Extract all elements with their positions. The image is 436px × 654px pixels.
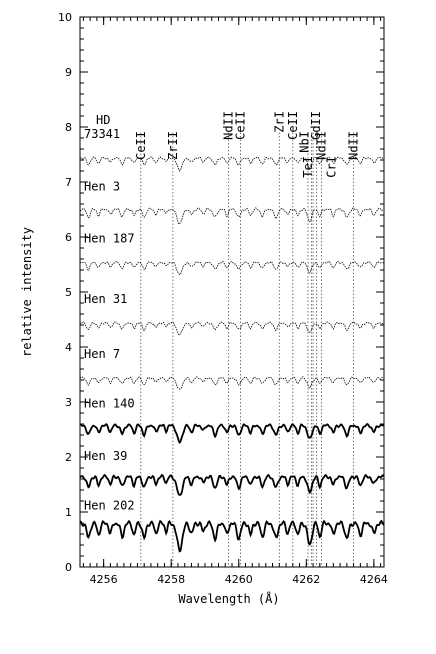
x-tick-label: 4258 bbox=[157, 573, 185, 586]
line-id-label: CeII bbox=[233, 111, 247, 140]
spectrum-line bbox=[79, 260, 385, 276]
line-id-label: NbI bbox=[298, 131, 312, 153]
spectrum-line bbox=[79, 156, 384, 172]
line-id-label: GdII bbox=[309, 111, 323, 140]
spectrum-line bbox=[79, 376, 385, 390]
line-id-label: CeII bbox=[134, 131, 148, 160]
y-tick-label: 8 bbox=[65, 121, 72, 134]
y-tick-label: 3 bbox=[65, 396, 72, 409]
spectrum-line bbox=[79, 422, 385, 445]
y-tick-label: 9 bbox=[65, 66, 72, 79]
spectrum-line bbox=[80, 473, 385, 496]
series-label: Hen 140 bbox=[84, 397, 135, 411]
x-tick-label: 4260 bbox=[225, 573, 253, 586]
y-tick-label: 5 bbox=[65, 286, 72, 299]
line-id-label: NdII bbox=[222, 111, 236, 140]
line-id-label: TeI bbox=[301, 156, 315, 178]
line-id-label: NdII bbox=[315, 131, 329, 160]
y-axis-label: relative intensity bbox=[20, 227, 34, 357]
y-tick-label: 10 bbox=[58, 11, 72, 24]
series-label: Hen 39 bbox=[84, 449, 127, 463]
y-tick-label: 0 bbox=[65, 561, 72, 574]
x-axis-label: Wavelength (Å) bbox=[178, 591, 279, 606]
series-label: Hen 202 bbox=[84, 498, 135, 512]
spectrum-line bbox=[79, 207, 385, 225]
series-label: HD bbox=[96, 113, 110, 127]
spectrum-line bbox=[79, 321, 385, 336]
line-id-label: ZrII bbox=[166, 131, 180, 160]
line-id-label: NdII bbox=[347, 131, 361, 160]
y-tick-label: 4 bbox=[65, 341, 72, 354]
series-label: Hen 31 bbox=[84, 292, 127, 306]
x-tick-label: 4256 bbox=[90, 573, 118, 586]
y-tick-label: 1 bbox=[65, 506, 72, 519]
series-label: 73341 bbox=[84, 127, 120, 141]
x-tick-label: 4262 bbox=[292, 573, 320, 586]
line-id-label: CeII bbox=[286, 111, 300, 140]
y-tick-label: 6 bbox=[65, 231, 72, 244]
series-label: Hen 7 bbox=[84, 347, 120, 361]
axes: 4256 4258 4260 4262 4264 0 1 2 3 4 5 6 7 8 9 10 bbox=[58, 11, 388, 586]
line-id-label: CrI bbox=[325, 156, 339, 178]
x-tick-label: 4264 bbox=[360, 573, 388, 586]
y-tick-label: 2 bbox=[65, 451, 72, 464]
series-label: Hen 187 bbox=[84, 232, 135, 246]
series-label: Hen 3 bbox=[84, 179, 120, 193]
spectrum-line bbox=[79, 519, 385, 553]
y-tick-label: 7 bbox=[65, 176, 72, 189]
line-id-label: ZrI bbox=[272, 111, 286, 133]
